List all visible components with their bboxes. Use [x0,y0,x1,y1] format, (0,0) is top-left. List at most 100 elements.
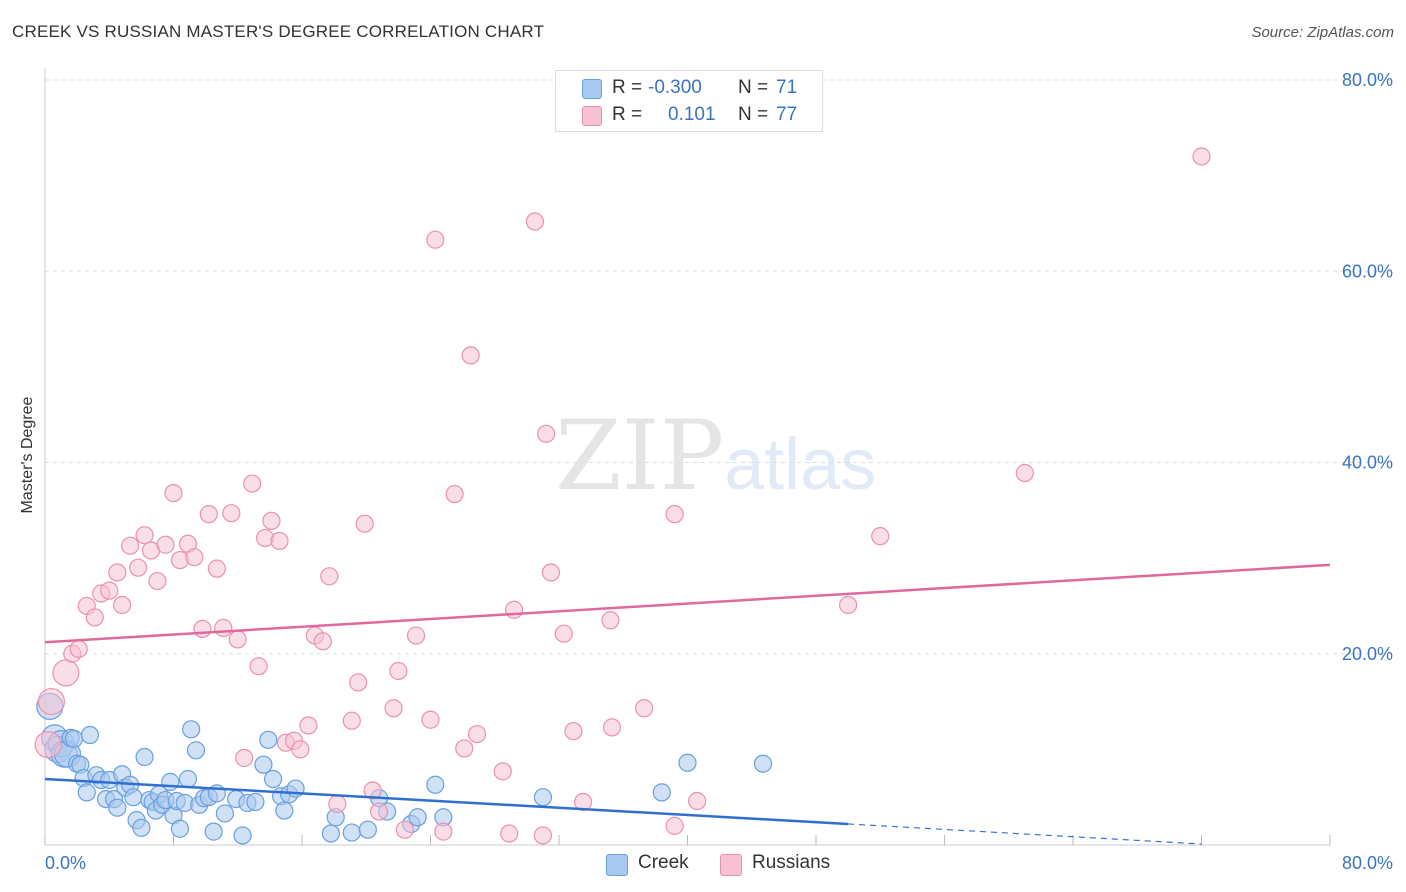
russians-point-65 [564,722,583,741]
y-tick-label-3: 80.0% [1342,70,1393,90]
creek-point-54 [275,801,294,820]
creek-r-value: -0.300 [648,77,702,98]
legend-row-creek: R = -0.300 N = 71 [556,75,822,101]
creek-point-67 [533,788,553,807]
creek-point-52 [263,769,283,789]
creek-point-35 [170,819,190,838]
russians-point-40 [328,794,347,813]
creek-point-25 [135,747,154,767]
russians-point-69 [635,699,654,718]
creek-point-43 [204,822,223,841]
russians-point-67 [601,611,620,630]
russians-point-24 [214,618,233,638]
creek-point-47 [233,826,252,845]
russians-point-28 [243,474,262,493]
russians-point-44 [363,781,382,800]
russians-point-64 [554,624,573,643]
russians-point-61 [533,826,553,845]
russians-point-38 [313,632,332,651]
russians-point-54 [455,739,474,758]
russians-n-label: N = [738,104,769,125]
russians-point-13 [135,526,154,545]
russians-point-11 [121,536,140,555]
creek-point-18 [108,798,127,817]
russians-point-72 [688,791,707,811]
creek-point-70 [753,754,773,773]
creek-point-32 [161,772,180,791]
creek-n-value: 71 [776,77,798,98]
creek-n-label: N = [738,77,769,98]
russians-point-46 [384,699,403,718]
y-tick-label-1: 40.0% [1342,453,1393,473]
stats-legend: R = -0.300 N = 71 R = 0.101 N = 77 [555,70,823,132]
russians-point-63 [541,563,561,582]
russians-point-60 [525,212,545,231]
russians-point-6 [85,608,104,627]
x-tick-label-0: 0.0% [45,853,86,873]
legend-row-russians: R = 0.101 N = 77 [556,102,822,128]
russians-point-59 [504,600,524,619]
creek-point-51 [259,730,278,749]
russians-point-74 [871,527,890,546]
russians-point-51 [426,230,445,249]
russians-point-41 [342,711,361,730]
russians-point-9 [108,563,127,582]
russians-point-53 [445,484,464,504]
russians-point-20 [185,548,204,567]
creek-point-38 [182,720,201,739]
creek-point-60 [358,820,377,839]
russians-point-35 [291,740,310,759]
russians-point-75 [1015,463,1034,483]
russians-point-66 [573,792,593,812]
creek-trend-extension [848,823,1202,845]
creek-point-37 [178,769,198,789]
chart-title: CREEK VS RUSSIAN MASTER'S DEGREE CORRELA… [12,22,545,41]
russians-point-55 [461,346,480,365]
creek-point-39 [186,741,206,760]
bottom-creek-swatch [606,854,628,876]
creek-point-7 [64,729,84,748]
russians-n-value: 77 [776,104,798,125]
y-axis-label: Master's Degree [19,396,36,514]
creek-point-49 [246,792,265,812]
russians-point-27 [235,748,254,768]
creek-point-68 [652,783,671,802]
russians-point-76 [1192,147,1211,166]
russians-point-25 [222,504,241,523]
russians-point-52 [434,822,453,841]
creek-point-24 [132,818,151,837]
russians-point-10 [112,595,132,615]
y-tick-label-2: 60.0% [1342,261,1393,281]
russians-point-70 [665,816,684,835]
russians-point-16 [156,535,175,554]
russians-point-2 [52,659,80,687]
russians-point-62 [537,424,556,443]
russians-point-57 [493,762,512,781]
source-label: Source: ZipAtlas.com [1251,24,1394,41]
bottom-russians-swatch [720,854,742,876]
creek-swatch [582,79,602,99]
russians-point-12 [129,558,148,577]
creek-trend-line [44,777,849,826]
creek-point-22 [124,788,143,807]
russians-point-49 [406,626,426,645]
russians-point-23 [207,559,226,578]
creek-point-57 [321,824,341,843]
russians-point-29 [249,657,268,676]
russians-point-17 [164,484,183,503]
russians-r-value: 0.101 [668,104,716,125]
russians-point-36 [299,716,318,735]
russians-point-21 [193,619,212,638]
russians-point-42 [349,673,368,692]
creek-point-45 [215,804,234,823]
y-tick-label-0: 20.0% [1342,644,1393,664]
bottom-russians-label: Russians [752,852,831,873]
russians-point-8 [100,581,119,600]
russians-point-43 [355,514,374,533]
russians-trend-line [44,563,1331,644]
creek-point-69 [678,753,697,772]
creek-r-label: R = [612,77,643,98]
bottom-creek-label: Creek [638,852,689,873]
russians-point-68 [602,718,622,737]
